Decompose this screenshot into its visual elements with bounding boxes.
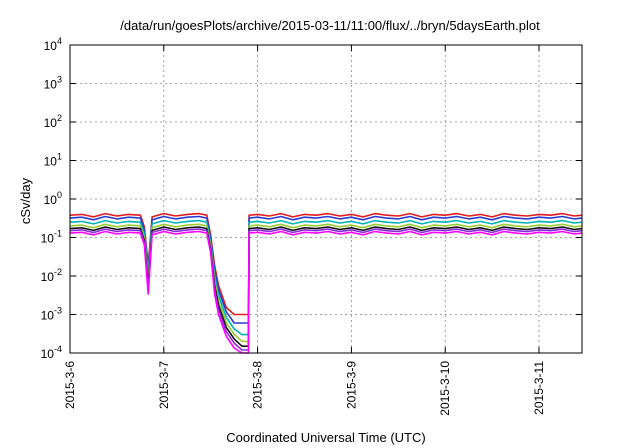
x-tick-label: 2015-3-8 (251, 361, 265, 409)
x-axis-label: Coordinated Universal Time (UTC) (226, 430, 425, 445)
y-tick-label: 104 (44, 36, 62, 53)
y-tick-label: 100 (44, 190, 62, 207)
y-tick-label: 10-1 (41, 229, 62, 246)
grid (69, 45, 582, 353)
series-layer (69, 212, 583, 354)
y-axis-label: cSv/day (18, 177, 33, 224)
x-tick-label: 2015-3-10 (438, 361, 452, 416)
series-line (69, 230, 583, 354)
y-tick-label: 101 (44, 152, 62, 169)
y-ticks: 10-4 10-3 10-2 10-1 100 101 102 103 104 (41, 36, 582, 361)
y-tick-label: 10-3 (41, 306, 62, 323)
x-tick-label: 2015-3-11 (532, 361, 546, 415)
y-tick-label: 10-2 (41, 267, 62, 284)
y-tick-label: 10-4 (41, 344, 62, 361)
y-tick-label: 102 (44, 113, 62, 130)
x-tick-label: 2015-3-7 (157, 361, 171, 409)
x-tick-label: 2015-3-9 (344, 361, 358, 409)
chart-title: /data/run/goesPlots/archive/2015-03-11/1… (120, 18, 540, 33)
y-tick-label: 103 (44, 75, 62, 92)
x-tick-label: 2015-3-6 (63, 361, 77, 409)
x-ticks: 2015-3-6 2015-3-7 2015-3-8 2015-3-9 2015-3-1… (63, 45, 546, 416)
